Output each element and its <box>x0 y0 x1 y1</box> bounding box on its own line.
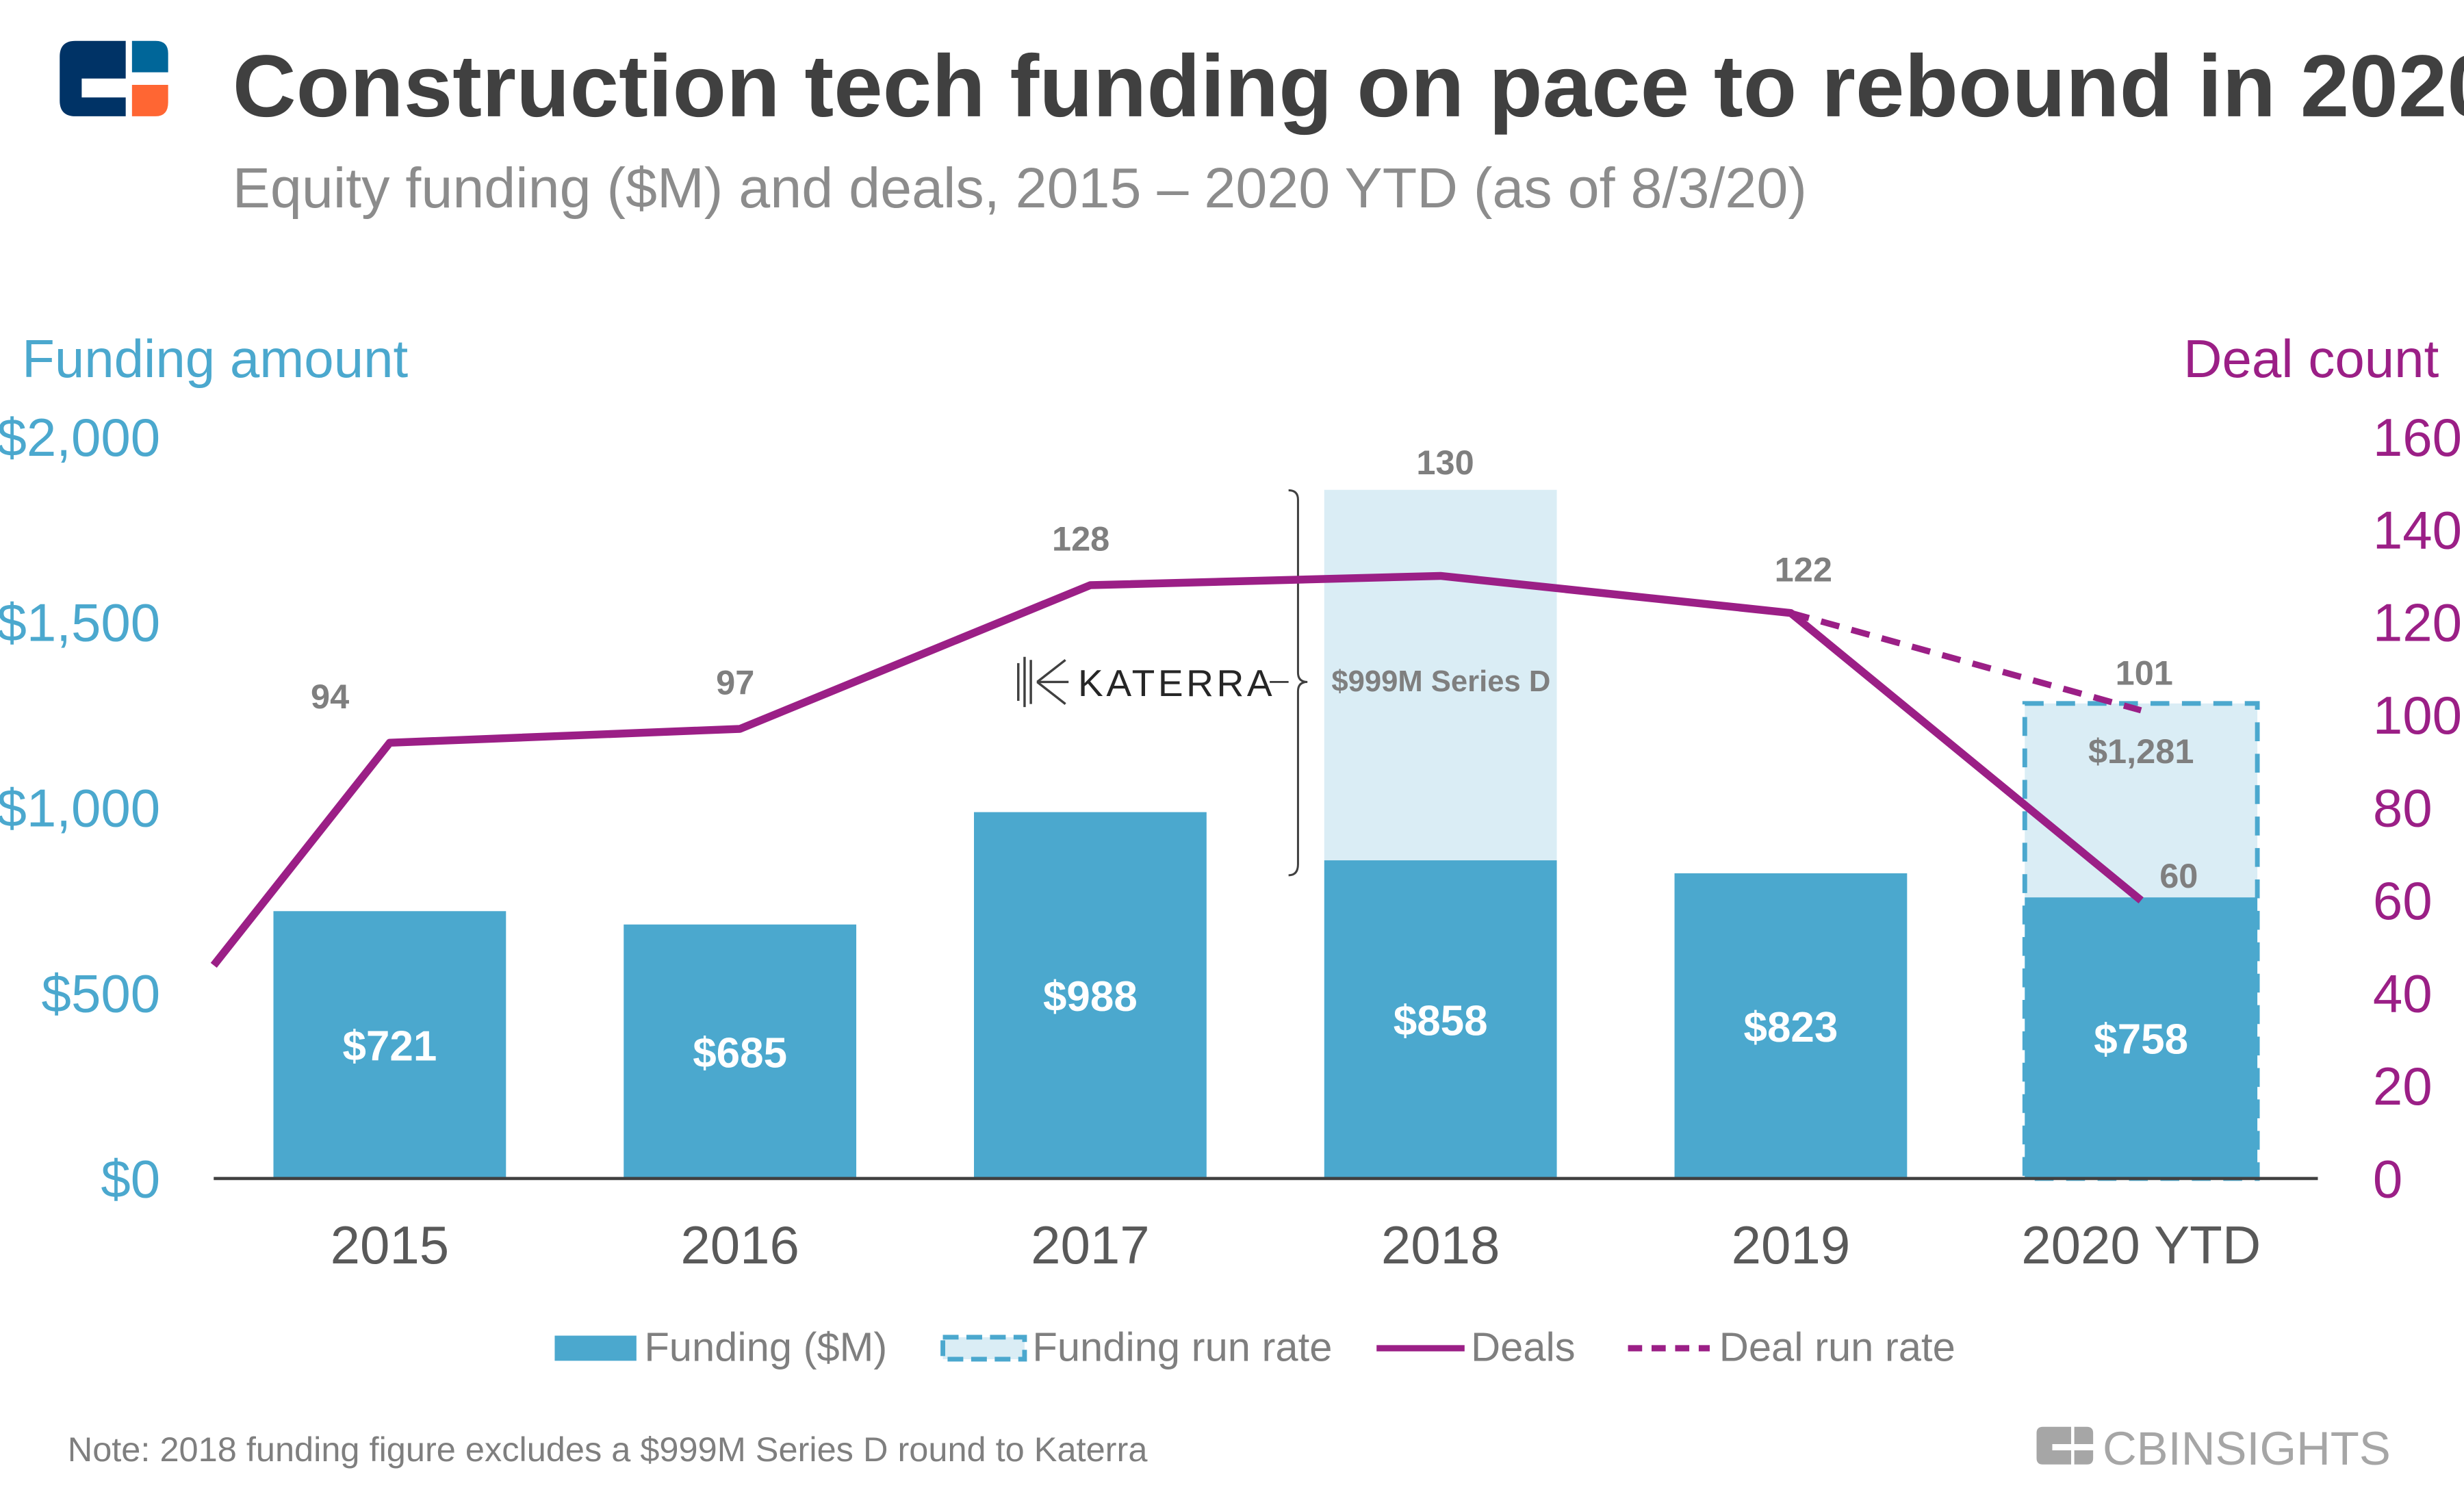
right-tick-label: 100 <box>2373 685 2462 745</box>
deal-count-label: 130 <box>1416 443 1474 482</box>
bar-series-d-excluded <box>1324 489 1557 861</box>
line-deal-run-rate <box>1790 610 2142 714</box>
katerra-logo-icon <box>1017 656 1069 708</box>
left-tick-label: $2,000 <box>0 407 160 467</box>
bar-funding <box>1674 873 1908 1179</box>
x-tick-label: 2015 <box>331 1215 450 1275</box>
legend-funding: Funding ($M) <box>644 1324 887 1369</box>
legend: Funding ($M) Funding run rate Deals Deal… <box>554 1324 1955 1369</box>
bar-value-label: $823 <box>1743 1004 1838 1051</box>
left-tick-label: $500 <box>42 964 161 1024</box>
deal-count-label: 97 <box>716 663 754 702</box>
x-tick-label: 2018 <box>1381 1215 1500 1275</box>
series-d-label: $999M Series D <box>1331 665 1550 698</box>
left-tick-label: $1,000 <box>0 778 160 838</box>
bar-value-label: $758 <box>2094 1016 2188 1064</box>
right-axis-label: Deal count <box>2183 329 2439 389</box>
chart-title: Construction tech funding on pace to reb… <box>233 38 2464 136</box>
footer-brand-logo: CBINSIGHTS <box>2036 1422 2391 1475</box>
bar-value-label: $685 <box>693 1029 787 1077</box>
x-tick-label: 2016 <box>680 1215 799 1275</box>
x-tick-label: 2020 YTD <box>2021 1215 2261 1275</box>
right-tick-label: 120 <box>2373 593 2462 653</box>
footnote: Note: 2018 funding figure excludes a $99… <box>68 1430 1148 1469</box>
x-tick-label: 2017 <box>1031 1215 1150 1275</box>
legend-swatch-run-rate <box>940 1335 1027 1362</box>
right-tick-label: 0 <box>2373 1149 2402 1209</box>
run-rate-label: $1,281 <box>2088 732 2194 771</box>
bar-value-label: $721 <box>342 1023 437 1070</box>
deal-count-label: 128 <box>1052 519 1109 558</box>
legend-swatch-funding <box>554 1335 637 1361</box>
katerra-annotation: KATERRA $999M Series D <box>1017 489 1550 877</box>
right-tick-label: 160 <box>2373 407 2462 467</box>
right-tick-label: 60 <box>2373 871 2433 931</box>
left-tick-label: $1,500 <box>0 593 160 653</box>
bar-value-label: $988 <box>1043 973 1138 1020</box>
right-tick-label: 20 <box>2373 1056 2433 1116</box>
bar-value-label: $858 <box>1394 997 1488 1044</box>
deal-count-label: 122 <box>1775 550 1832 589</box>
bar-funding <box>273 911 506 1179</box>
left-tick-label: $0 <box>101 1149 160 1209</box>
bar-funding <box>2025 897 2258 1179</box>
chart-subtitle: Equity funding ($M) and deals, 2015 – 20… <box>233 156 1807 220</box>
bar-funding <box>974 812 1207 1179</box>
bar-funding <box>1324 860 1557 1179</box>
x-tick-label: 2019 <box>1732 1215 1851 1275</box>
right-tick-label: 40 <box>2373 964 2433 1024</box>
left-axis-label: Funding amount <box>22 329 408 389</box>
legend-deals: Deals <box>1471 1324 1576 1369</box>
bar-funding <box>624 924 857 1179</box>
deal-count-label: 94 <box>311 677 349 716</box>
legend-deal-run-rate: Deal run rate <box>1719 1324 1955 1369</box>
cb-insights-logo <box>60 40 168 116</box>
deal-run-rate-label: 101 <box>2116 653 2173 692</box>
footer-brand: CBINSIGHTS <box>2103 1422 2391 1475</box>
right-tick-label: 80 <box>2373 778 2433 838</box>
deal-count-label: 60 <box>2159 856 2198 895</box>
legend-run-rate: Funding run rate <box>1032 1324 1332 1369</box>
right-tick-label: 140 <box>2373 500 2462 560</box>
katerra-label: KATERRA <box>1078 662 1275 704</box>
